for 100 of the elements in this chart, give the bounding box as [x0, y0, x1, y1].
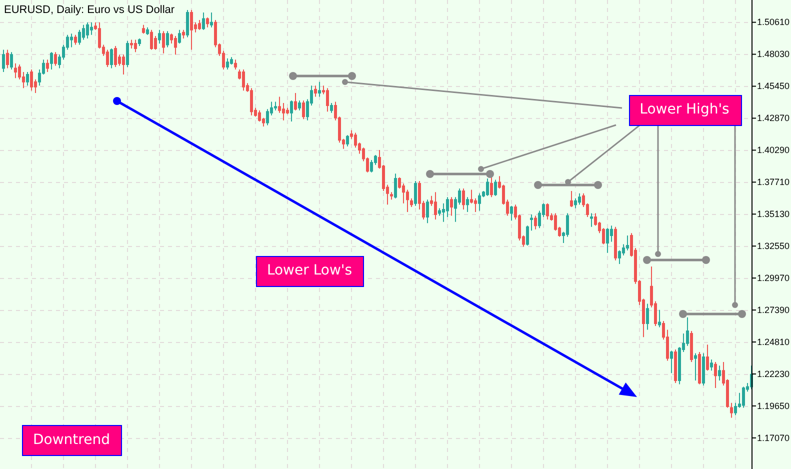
candlestick: [330, 102, 333, 114]
candlestick: [242, 69, 245, 92]
candlestick: [206, 16, 209, 28]
candlestick: [146, 26, 149, 36]
candlestick: [134, 39, 137, 53]
candlestick: [434, 192, 437, 220]
candlestick: [462, 188, 465, 210]
candlestick: [14, 62, 17, 79]
candlestick: [314, 85, 317, 98]
y-tick-label: 1.22230: [757, 368, 790, 379]
y-tick-label: 1.45450: [757, 81, 790, 92]
candlestick: [30, 69, 33, 92]
candlestick: [718, 365, 721, 382]
candlestick: [174, 36, 177, 56]
candlestick: [302, 100, 305, 120]
y-tick-label: 1.40290: [757, 145, 790, 156]
candlestick: [546, 202, 549, 220]
candlestick: [426, 199, 429, 224]
candlestick: [530, 214, 533, 232]
candlestick: [710, 358, 713, 372]
y-tick-label: 1.32550: [757, 240, 790, 251]
annotation: Downtrend: [33, 432, 110, 448]
candlestick: [450, 196, 453, 216]
candlestick: [486, 178, 489, 196]
candlestick: [510, 205, 513, 222]
candlestick: [138, 38, 141, 46]
candlestick: [698, 352, 701, 385]
candlestick: [50, 52, 53, 70]
candlestick: [226, 58, 229, 70]
candlestick: [54, 52, 57, 66]
chart-title: EURUSD, Daily: Euro vs US Dollar: [4, 4, 175, 16]
annotation: Lower High's: [640, 102, 730, 118]
candlestick: [162, 30, 165, 54]
y-tick-label: 1.19650: [757, 400, 790, 411]
candlestick: [6, 49, 9, 69]
candlestick: [210, 12, 213, 28]
candlestick: [82, 24, 85, 40]
candlestick: [534, 215, 537, 230]
candlestick: [86, 22, 89, 40]
candlestick: [578, 192, 581, 206]
candlestick: [198, 19, 201, 30]
candlestick: [606, 228, 609, 254]
candlestick: [410, 198, 413, 208]
candlestick: [74, 34, 77, 46]
candlestick: [670, 350, 673, 374]
candlestick: [614, 226, 617, 261]
y-tick-label: 1.42870: [757, 113, 790, 124]
candlestick: [2, 49, 5, 72]
candlestick: [150, 29, 153, 50]
candlestick: [46, 59, 49, 72]
candlestick: [702, 352, 705, 386]
y-tick-label: 1.24810: [757, 336, 790, 347]
candlestick: [658, 309, 661, 328]
candlestick: [478, 192, 481, 212]
candlestick: [590, 212, 593, 228]
candlestick: [114, 45, 117, 68]
annotation: Lower Low's: [266, 262, 352, 278]
candlestick: [298, 100, 301, 111]
candlestick: [234, 59, 237, 70]
candlestick: [126, 40, 129, 68]
y-tick-label: 1.17070: [757, 432, 790, 443]
candlestick: [646, 303, 649, 330]
candlestick: [694, 352, 697, 382]
candlestick: [690, 330, 693, 362]
candlestick: [706, 344, 709, 372]
candlestick: [190, 10, 193, 50]
candlestick: [574, 198, 577, 209]
candlestick: [730, 402, 733, 418]
candlestick: [674, 349, 677, 384]
candlestick: [142, 24, 145, 34]
candlestick: [414, 180, 417, 206]
candlestick: [158, 29, 161, 44]
y-tick-label: 1.37710: [757, 177, 790, 188]
candlestick: [90, 22, 93, 36]
candlestick: [110, 48, 113, 69]
y-tick-label: 1.29970: [757, 272, 790, 283]
candlestick: [78, 29, 81, 46]
y-tick-label: 1.50610: [757, 17, 790, 28]
candlestick: [294, 92, 297, 111]
candlestick: [290, 100, 293, 122]
candlestick: [394, 173, 397, 199]
candlestick: [494, 179, 497, 196]
candlestick: [182, 29, 185, 40]
candlestick: [186, 10, 189, 38]
candlestick: [178, 29, 181, 44]
candlestick: [122, 54, 125, 75]
candlestick: [26, 71, 29, 86]
y-tick-label: 1.27390: [757, 304, 790, 315]
candlestick: [390, 192, 393, 200]
candlestick: [230, 56, 233, 66]
candlestick: [166, 30, 169, 48]
candlestick: [10, 52, 13, 70]
candlestick: [370, 159, 373, 173]
candlestick: [318, 81, 321, 98]
candlestick: [326, 88, 329, 112]
candlestick: [466, 196, 469, 213]
candlestick: [70, 33, 73, 48]
y-tick-label: 1.35130: [757, 208, 790, 219]
candlestick: [526, 225, 529, 246]
candlestick: [258, 110, 261, 122]
